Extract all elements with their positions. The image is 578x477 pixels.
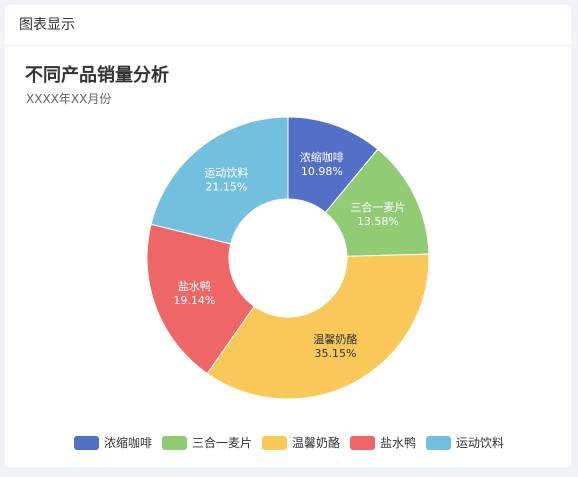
slice-value-2: 35.15%	[314, 347, 356, 360]
legend-swatch-1[interactable]	[162, 436, 187, 450]
slice-value-3: 19.14%	[173, 294, 215, 307]
slice-value-4: 21.15%	[205, 180, 247, 193]
slice-label-3: 盐水鸭	[178, 280, 211, 293]
slice-label-2: 温馨奶酪	[313, 332, 357, 346]
panel-header: 图表显示	[5, 5, 571, 46]
legend-swatch-2[interactable]	[262, 436, 287, 450]
legend-swatch-0[interactable]	[74, 436, 99, 450]
legend-label-2[interactable]: 温馨奶酪	[292, 435, 340, 450]
slice-value-1: 13.58%	[357, 215, 399, 228]
legend-swatch-3[interactable]	[350, 436, 375, 450]
slice-4[interactable]	[150, 116, 289, 245]
slice-1[interactable]	[324, 148, 430, 257]
legend-label-3[interactable]: 盐水鸭	[380, 436, 416, 450]
chart-title: 不同产品销量分析	[25, 65, 169, 86]
legend-label-1[interactable]: 三合一麦片	[192, 435, 252, 450]
slice-3[interactable]	[146, 223, 255, 375]
slice-label-1: 三合一麦片	[350, 200, 405, 214]
legend-label-4[interactable]: 运动饮料	[456, 436, 504, 450]
legend-swatch-4[interactable]	[426, 436, 451, 450]
chart-subtitle: XXXX年XX月份	[26, 92, 112, 106]
slice-label-0: 浓缩咖啡	[300, 150, 344, 164]
legend-label-0[interactable]: 浓缩咖啡	[104, 435, 152, 450]
slice-label-4: 运动饮料	[204, 165, 248, 179]
slice-2[interactable]	[206, 253, 430, 400]
slice-value-0: 10.98%	[301, 165, 343, 178]
